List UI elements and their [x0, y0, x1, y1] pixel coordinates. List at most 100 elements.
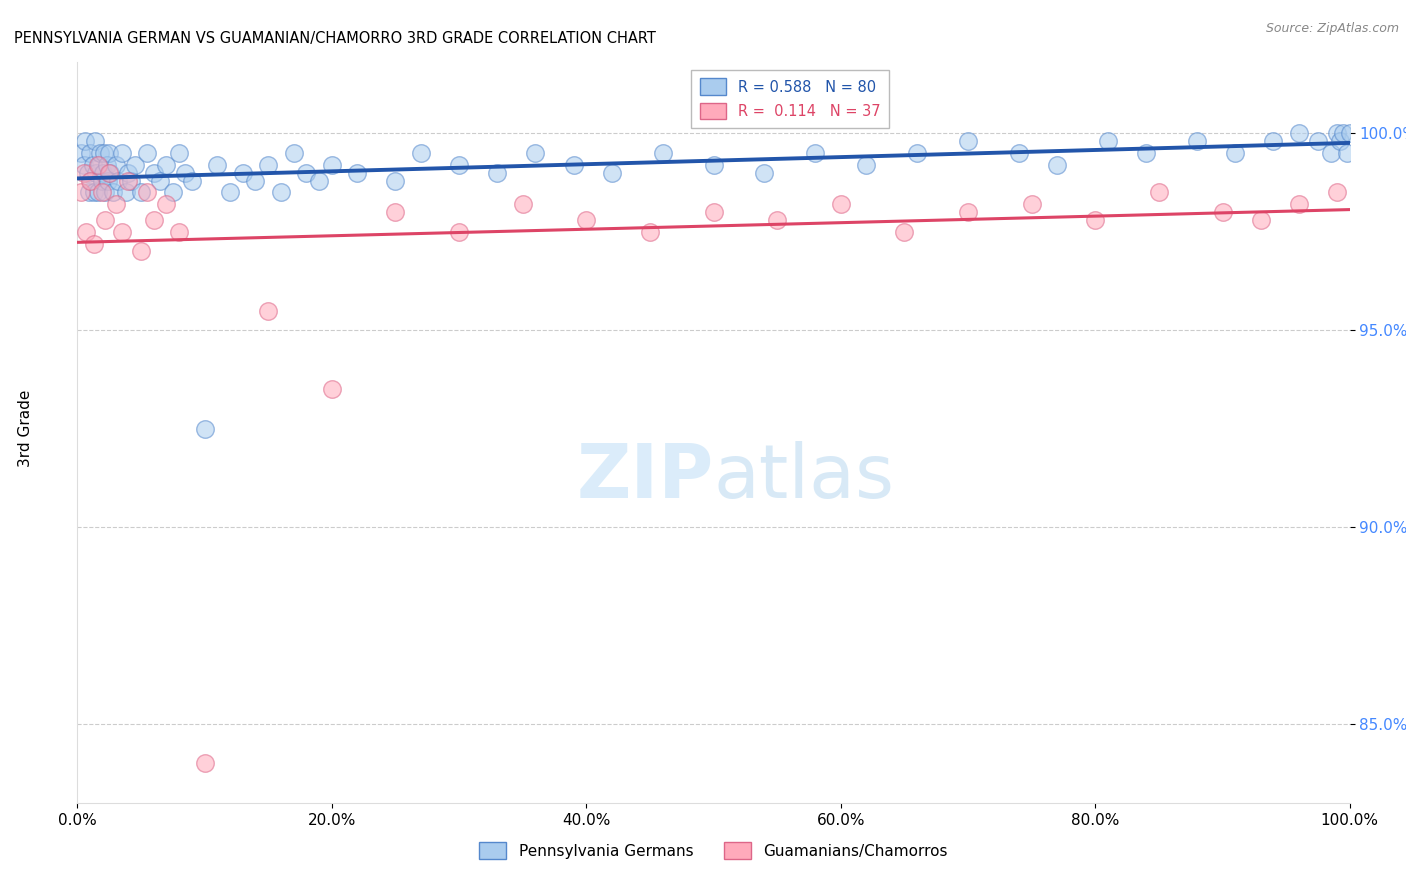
Point	[830, 197, 852, 211]
Point	[167, 225, 190, 239]
Point	[114, 186, 136, 200]
Point	[219, 186, 242, 200]
Point	[270, 186, 292, 200]
Point	[1084, 213, 1107, 227]
Point	[129, 186, 152, 200]
Point	[104, 158, 127, 172]
Point	[79, 146, 101, 161]
Point	[86, 158, 108, 172]
Point	[1288, 126, 1310, 140]
Point	[1147, 186, 1170, 200]
Point	[117, 166, 139, 180]
Point	[90, 173, 112, 187]
Text: atlas: atlas	[714, 441, 894, 514]
Point	[84, 134, 107, 148]
Point	[100, 166, 122, 180]
Point	[245, 173, 267, 187]
Point	[1135, 146, 1157, 161]
Point	[86, 186, 108, 200]
Point	[120, 173, 142, 187]
Point	[97, 173, 120, 187]
Point	[194, 422, 217, 436]
Point	[1225, 146, 1247, 161]
Point	[257, 158, 280, 172]
Point	[1185, 134, 1208, 148]
Point	[87, 158, 110, 172]
Point	[70, 186, 93, 200]
Point	[766, 213, 789, 227]
Point	[600, 166, 623, 180]
Point	[136, 146, 159, 161]
Point	[124, 158, 146, 172]
Point	[194, 756, 217, 771]
Point	[1319, 146, 1341, 161]
Point	[111, 146, 134, 161]
Point	[167, 146, 190, 161]
Point	[83, 186, 105, 200]
Point	[90, 186, 112, 200]
Point	[136, 186, 159, 200]
Point	[155, 197, 177, 211]
Point	[957, 205, 980, 219]
Point	[94, 213, 117, 227]
Point	[1326, 126, 1348, 140]
Point	[449, 158, 471, 172]
Point	[905, 146, 928, 161]
Point	[73, 166, 96, 180]
Point	[80, 173, 103, 187]
Point	[1263, 134, 1285, 148]
Text: PENNSYLVANIA GERMAN VS GUAMANIAN/CHAMORRO 3RD GRADE CORRELATION CHART: PENNSYLVANIA GERMAN VS GUAMANIAN/CHAMORR…	[14, 31, 657, 46]
Point	[107, 173, 129, 187]
Point	[155, 158, 177, 172]
Point	[449, 225, 471, 239]
Point	[486, 166, 509, 180]
Point	[562, 158, 585, 172]
Point	[1021, 197, 1043, 211]
Point	[76, 166, 98, 180]
Point	[804, 146, 827, 161]
Point	[207, 158, 229, 172]
Point	[321, 158, 343, 172]
Point	[89, 146, 111, 161]
Point	[94, 186, 117, 200]
Point	[149, 173, 172, 187]
Point	[1288, 197, 1310, 211]
Point	[77, 186, 100, 200]
Point	[384, 173, 406, 187]
Point	[1326, 186, 1348, 200]
Point	[73, 134, 96, 148]
Point	[232, 166, 254, 180]
Point	[86, 166, 108, 180]
Legend: Pennsylvania Germans, Guamanians/Chamorros: Pennsylvania Germans, Guamanians/Chamorr…	[472, 836, 955, 865]
Point	[1306, 134, 1329, 148]
Point	[73, 158, 96, 172]
Point	[308, 173, 330, 187]
Point	[129, 244, 152, 259]
Point	[180, 173, 202, 187]
Point	[1008, 146, 1031, 161]
Point	[754, 166, 776, 180]
Text: 3rd Grade: 3rd Grade	[18, 390, 32, 467]
Point	[524, 146, 547, 161]
Point	[82, 158, 104, 172]
Point	[1250, 213, 1272, 227]
Point	[142, 213, 165, 227]
Point	[91, 166, 114, 180]
Text: ZIP: ZIP	[576, 441, 714, 514]
Point	[703, 158, 725, 172]
Point	[703, 205, 725, 219]
Point	[512, 197, 534, 211]
Point	[321, 382, 343, 396]
Point	[957, 134, 980, 148]
Point	[93, 146, 115, 161]
Point	[409, 146, 432, 161]
Point	[1336, 146, 1358, 161]
Point	[1046, 158, 1069, 172]
Point	[79, 173, 101, 187]
Text: Source: ZipAtlas.com: Source: ZipAtlas.com	[1265, 22, 1399, 36]
Point	[346, 166, 368, 180]
Point	[384, 205, 406, 219]
Point	[1331, 126, 1354, 140]
Point	[1212, 205, 1234, 219]
Point	[1097, 134, 1119, 148]
